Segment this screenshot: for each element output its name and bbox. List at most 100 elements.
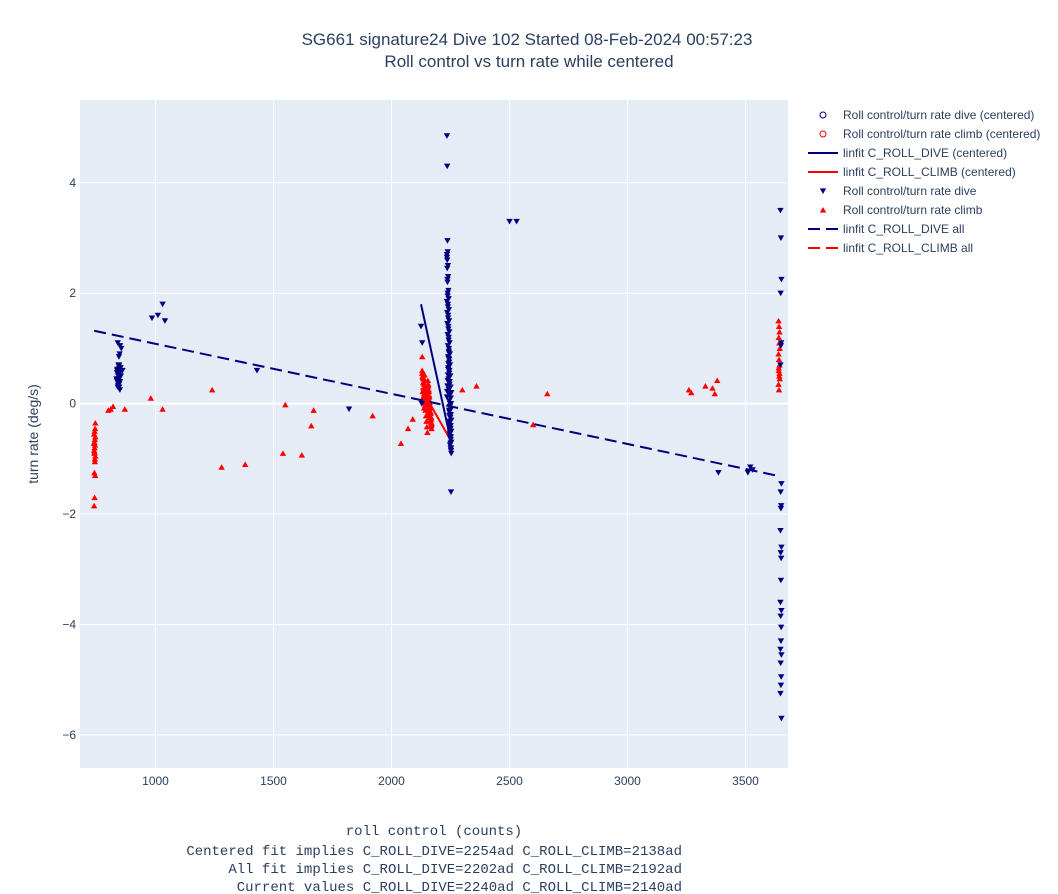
data-point <box>445 361 452 367</box>
data-point <box>777 505 785 512</box>
data-point <box>428 425 435 432</box>
legend-item[interactable]: Roll control/turn rate dive (centered) <box>819 108 1034 122</box>
data-point <box>447 489 455 495</box>
legend-item[interactable]: linfit C_ROLL_DIVE all <box>808 222 964 236</box>
data-point <box>777 290 784 297</box>
data-point <box>113 370 121 376</box>
data-point <box>444 343 452 349</box>
data-point <box>775 356 783 363</box>
data-point <box>116 351 123 357</box>
data-point <box>444 315 452 322</box>
data-point <box>778 276 785 283</box>
legend-marker-swatch <box>819 207 827 213</box>
series-6 <box>93 329 782 478</box>
data-point <box>444 304 452 311</box>
legend-label: linfit C_ROLL_DIVE (centered) <box>843 146 1007 160</box>
data-point <box>444 265 451 272</box>
data-point <box>424 410 432 417</box>
x-tick-label: 3500 <box>732 774 759 788</box>
legend-label: linfit C_ROLL_CLIMB all <box>843 241 973 255</box>
data-point <box>744 470 752 476</box>
legend-item[interactable]: linfit C_ROLL_CLIMB all <box>808 241 973 255</box>
data-point <box>513 218 520 225</box>
data-point <box>90 440 98 446</box>
data-point <box>445 407 453 414</box>
data-point <box>775 364 782 371</box>
data-point <box>92 419 99 426</box>
legend-item[interactable]: linfit C_ROLL_CLIMB (centered) <box>808 165 1016 179</box>
data-point <box>776 370 783 376</box>
legend-label: Roll control/turn rate climb (centered) <box>843 127 1040 141</box>
data-point <box>117 373 125 380</box>
data-point <box>427 414 435 421</box>
data-point <box>446 413 453 419</box>
data-point <box>115 354 123 360</box>
data-point <box>445 326 452 333</box>
data-point <box>777 550 784 556</box>
y-tick-label: −4 <box>62 617 76 631</box>
data-point <box>423 399 431 406</box>
data-point <box>711 390 719 397</box>
y-axis-title: turn rate (deg/s) <box>25 384 41 484</box>
data-point <box>426 392 433 398</box>
legend-marker-swatch <box>819 188 827 194</box>
data-point <box>775 350 782 357</box>
data-point <box>444 293 451 299</box>
data-point <box>473 382 480 389</box>
chart-subtitle: Roll control vs turn rate while centered <box>384 52 673 71</box>
y-tick-label: −6 <box>62 728 76 742</box>
data-point <box>778 481 785 487</box>
data-point <box>778 652 785 658</box>
data-point <box>422 382 429 389</box>
data-point <box>448 450 455 457</box>
plot-area[interactable] <box>80 100 788 768</box>
legend-item[interactable]: Roll control/turn rate climb <box>819 203 983 217</box>
data-point <box>778 544 785 551</box>
data-point <box>121 406 129 412</box>
x-tick-label: 1000 <box>142 774 169 788</box>
legend-item[interactable]: Roll control/turn rate climb (centered) <box>819 127 1040 141</box>
data-point <box>425 386 433 393</box>
data-point <box>424 429 431 435</box>
data-point <box>444 320 451 327</box>
data-point <box>115 382 122 389</box>
data-point <box>116 387 124 393</box>
data-point <box>445 337 452 344</box>
data-point <box>279 450 287 456</box>
data-point <box>419 340 426 346</box>
data-point <box>423 418 430 424</box>
y-tick-label: 0 <box>69 397 76 411</box>
data-point <box>777 528 784 534</box>
data-point <box>115 365 123 372</box>
data-point <box>777 362 784 368</box>
data-point <box>218 464 225 470</box>
data-point <box>775 334 782 340</box>
data-point <box>444 366 452 373</box>
data-point <box>418 401 425 407</box>
data-point <box>446 418 453 425</box>
x-axis-note-current-values: Current values C_ROLL_DIVE=2240ad C_ROLL… <box>237 880 682 894</box>
data-point <box>91 449 98 455</box>
legend-marker-swatch <box>819 130 827 138</box>
y-tick-label: 2 <box>69 286 76 300</box>
data-point <box>369 412 376 419</box>
legend-label: Roll control/turn rate climb <box>843 203 983 217</box>
data-point <box>91 494 98 501</box>
legend-item[interactable]: linfit C_ROLL_DIVE (centered) <box>808 146 1007 160</box>
data-point <box>775 317 782 324</box>
data-point <box>298 451 306 458</box>
data-point <box>777 555 785 562</box>
data-point <box>544 390 551 397</box>
legend-item[interactable]: Roll control/turn rate dive <box>819 184 977 198</box>
data-point <box>421 377 429 384</box>
data-point <box>147 395 154 401</box>
data-point <box>702 382 709 389</box>
data-point <box>777 682 785 689</box>
y-tick-label: −2 <box>62 507 76 521</box>
data-point <box>443 298 451 305</box>
data-point <box>427 408 434 415</box>
data-point <box>444 388 451 395</box>
data-point <box>445 355 452 362</box>
data-point <box>208 386 216 393</box>
